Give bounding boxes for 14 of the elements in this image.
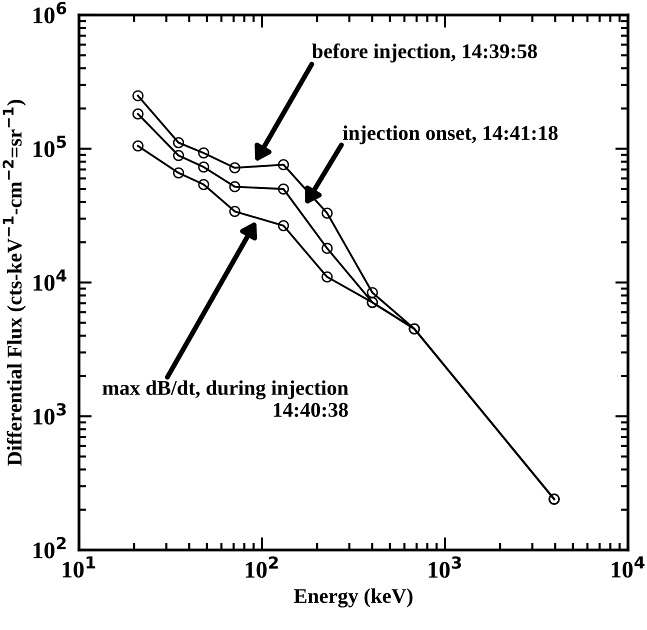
y-tick-label: 10$^{3}$ — [34, 403, 66, 425]
y-tick-label: 10$^{2}$ — [34, 536, 66, 558]
annotation: injection onset, 14:41:18 — [342, 125, 558, 144]
annotation: before injection, 14:39:58 — [312, 43, 537, 63]
y-tick-label: 10$^{5}$ — [34, 136, 66, 158]
x-tick-label: 10$^{4}$ — [612, 556, 645, 578]
y-tick-label: 10$^{6}$ — [34, 2, 66, 24]
x-axis-title: Energy (keV) — [294, 588, 412, 608]
y-tick-label: 10$^{4}$ — [34, 269, 66, 291]
x-tick-label: 10$^{1}$ — [62, 556, 96, 578]
y-axis-title: Differential Flux (cts-keV$^{−1}$-cm$^{−2}$=sr$^{−1}$) — [2, 100, 26, 466]
x-tick-label: 10$^{3}$ — [428, 556, 461, 578]
x-tick-label: 10$^{2}$ — [246, 556, 278, 578]
annotation: max dB/dt, during injection 14:40:38 — [102, 380, 348, 418]
